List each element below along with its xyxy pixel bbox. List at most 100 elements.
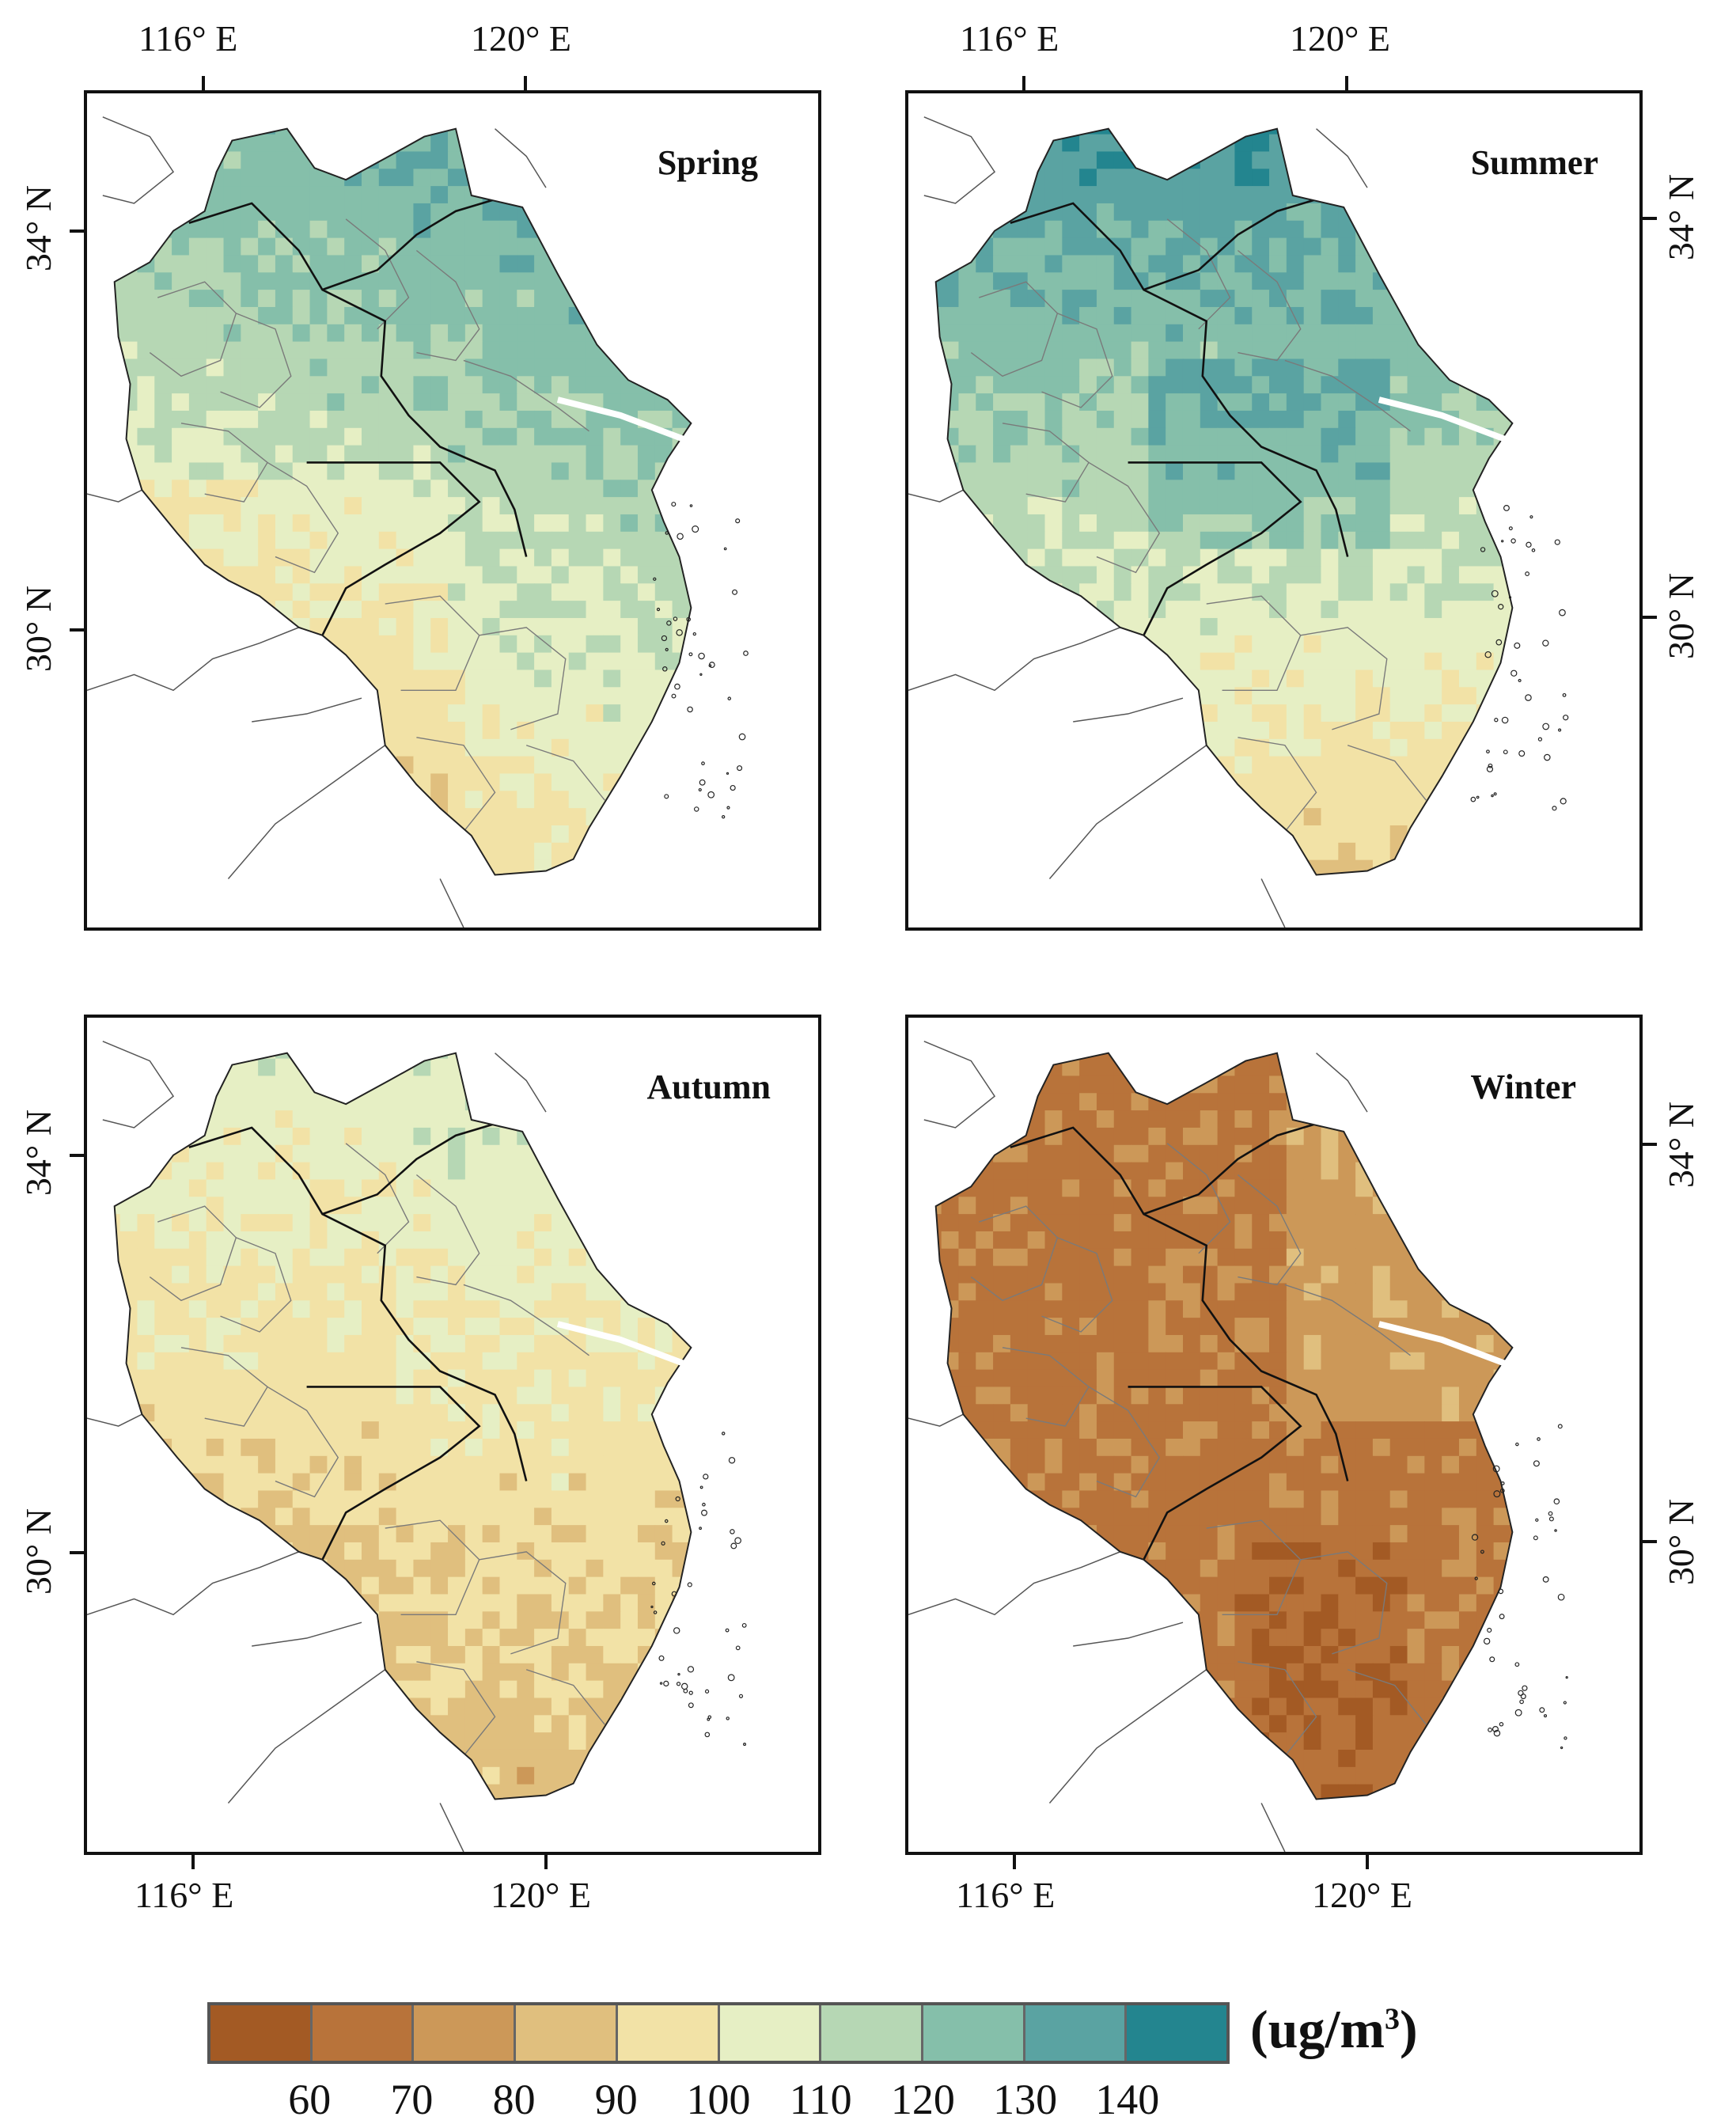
city-boundary xyxy=(220,1237,292,1333)
island-outline xyxy=(1554,1529,1557,1532)
neighbor-boundary xyxy=(252,697,362,723)
city-boundary xyxy=(1238,1661,1317,1757)
island-outline xyxy=(1563,715,1569,721)
island-outline xyxy=(732,589,738,595)
island-outline xyxy=(694,806,699,812)
city-boundary xyxy=(1166,218,1231,330)
region-outline xyxy=(934,127,1514,876)
island-outline xyxy=(1484,651,1492,658)
island-outline xyxy=(692,525,699,533)
island-outline xyxy=(726,1716,730,1720)
island-outline xyxy=(689,504,693,507)
neighbor-boundary xyxy=(908,1551,1120,1616)
island-outline xyxy=(1548,1511,1553,1516)
neighbor-boundary xyxy=(87,1413,142,1427)
island-outline xyxy=(701,761,705,766)
island-outline xyxy=(677,1673,680,1676)
island-outline xyxy=(730,1542,737,1550)
legend-tick-label: 60 xyxy=(288,2076,332,2123)
river-estuary xyxy=(556,1321,684,1367)
lon-label-top-left-116: 116° E xyxy=(138,18,238,59)
city-boundary xyxy=(1002,1347,1090,1427)
city-boundary xyxy=(525,745,605,801)
island-outline xyxy=(674,683,680,690)
legend-tick-label: 140 xyxy=(1095,2076,1160,2123)
neighbor-boundary xyxy=(252,1622,362,1647)
neighbor-boundary xyxy=(495,1053,547,1113)
island-outline xyxy=(725,1628,730,1633)
legend-swatch xyxy=(516,2005,618,2061)
island-outline xyxy=(653,577,657,581)
legend-unit: (ug/m3) xyxy=(1250,1998,1418,2061)
island-outline xyxy=(665,647,669,652)
island-outline xyxy=(1548,1516,1554,1522)
neighbor-boundary xyxy=(87,1551,299,1616)
city-boundary xyxy=(267,1386,339,1498)
island-outline xyxy=(664,794,669,799)
lat-label-right-top-34: 34° N xyxy=(1661,173,1702,261)
neighbor-boundary xyxy=(87,489,142,503)
island-outline xyxy=(1474,1576,1478,1580)
island-outline xyxy=(1552,806,1557,811)
city-boundary xyxy=(1238,737,1317,833)
island-outline xyxy=(1486,765,1494,772)
island-outline xyxy=(1539,1707,1545,1713)
city-boundary xyxy=(345,1143,410,1254)
island-outline xyxy=(1537,1437,1541,1441)
neighbor-boundary xyxy=(923,1041,996,1128)
tick-mark xyxy=(1643,1540,1657,1543)
island-outline xyxy=(730,784,736,791)
lon-label-bottom-left-120: 120° E xyxy=(491,1875,591,1915)
legend-unit-close: ) xyxy=(1400,1999,1418,2059)
island-outline xyxy=(1493,1490,1501,1498)
city-boundary xyxy=(267,461,339,574)
island-outline xyxy=(656,607,661,612)
island-outline xyxy=(1508,596,1512,599)
city-boundary xyxy=(463,359,589,432)
tick-mark xyxy=(70,1551,84,1554)
legend-tick-label: 70 xyxy=(390,2076,434,2123)
island-outline xyxy=(676,629,683,636)
neighbor-boundary xyxy=(1260,1803,1286,1852)
island-outline xyxy=(671,502,677,507)
island-outline xyxy=(659,1682,663,1685)
island-outline xyxy=(687,1666,695,1673)
lat-label-left-bottom-30: 30° N xyxy=(18,1508,59,1595)
season-label-summer: Summer xyxy=(1470,143,1598,182)
island-outline xyxy=(1526,541,1532,548)
city-boundary xyxy=(1206,595,1302,691)
lon-label-top-right-120: 120° E xyxy=(1290,18,1390,59)
island-outline xyxy=(726,772,730,775)
island-outline xyxy=(1503,505,1510,511)
island-outline xyxy=(699,779,706,786)
province-boundary xyxy=(188,1126,528,1481)
legend-tick-label: 100 xyxy=(686,2076,751,2123)
island-outline xyxy=(1557,1593,1565,1601)
legend-swatch xyxy=(414,2005,517,2061)
island-outline xyxy=(1542,639,1549,647)
island-outline xyxy=(675,1496,680,1502)
tick-mark xyxy=(191,1855,195,1869)
legend-swatch xyxy=(719,2005,822,2061)
island-outline xyxy=(1537,737,1543,742)
map-summer xyxy=(908,116,1569,927)
legend-tick-label: 110 xyxy=(789,2076,852,2123)
island-outline xyxy=(1543,1714,1548,1718)
island-outline xyxy=(728,1457,736,1464)
season-label-autumn: Autumn xyxy=(646,1068,771,1106)
island-outline xyxy=(726,806,730,810)
city-boundary xyxy=(345,218,410,330)
tick-mark xyxy=(70,628,84,632)
island-outline xyxy=(1498,604,1504,610)
lon-label-bottom-right-116: 116° E xyxy=(956,1875,1056,1915)
province-boundary xyxy=(1128,461,1302,636)
island-outline xyxy=(708,662,715,669)
island-outline xyxy=(687,706,693,713)
city-boundary xyxy=(1300,627,1388,730)
province-boundary xyxy=(1128,1386,1302,1561)
island-outline xyxy=(673,1627,680,1634)
island-outline xyxy=(727,1674,735,1682)
city-boundary xyxy=(416,737,496,833)
neighbor-boundary xyxy=(1316,128,1368,188)
island-outline xyxy=(1488,1728,1493,1732)
